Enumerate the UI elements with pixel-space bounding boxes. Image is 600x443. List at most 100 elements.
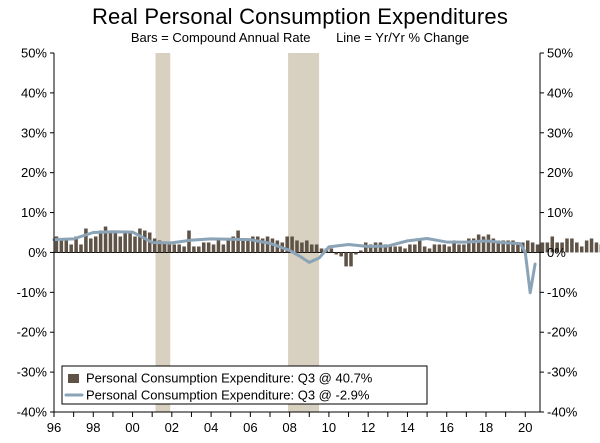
bar-77 <box>432 244 437 253</box>
xtick-label-0: 96 <box>47 420 61 435</box>
bar-51 <box>305 240 309 253</box>
bar-81 <box>452 240 456 253</box>
ytick-label-left-9: -40% <box>17 405 48 420</box>
bar-16 <box>133 236 137 253</box>
bar-67 <box>383 244 388 253</box>
bar-101 <box>550 236 555 253</box>
bar-12 <box>113 232 118 253</box>
xtick-label-1: 98 <box>86 420 100 435</box>
bar-61 <box>354 252 358 255</box>
xtick-label-10: 16 <box>439 420 453 435</box>
axes: 50% 50% 40% 40% 30% 30% 20% 20% 10% 10% 0% 0% -10% -1… <box>17 46 578 436</box>
bar-3 <box>69 244 73 253</box>
bar-1 <box>59 240 64 253</box>
bar-56 <box>329 248 334 253</box>
xtick-label-11: 18 <box>479 420 493 435</box>
recession-shading <box>155 53 320 412</box>
bar-47 <box>285 236 289 253</box>
ytick-label-right-7: -20% <box>547 325 578 340</box>
bar-18 <box>143 230 147 253</box>
bar-40 <box>251 236 255 253</box>
bar-7 <box>89 238 93 253</box>
ytick-label-right-6: -10% <box>547 285 578 300</box>
bar-89 <box>491 238 496 253</box>
bar-72 <box>408 244 412 253</box>
bar-102 <box>555 242 559 253</box>
bar-104 <box>565 238 569 253</box>
bar-35 <box>226 240 231 253</box>
ytick-label-right-3: 20% <box>547 165 573 180</box>
bar-22 <box>162 242 167 253</box>
bar-103 <box>560 242 564 253</box>
ytick-label-right-4: 10% <box>547 205 573 220</box>
ytick-label-left-0: 50% <box>21 46 47 61</box>
bar-2 <box>64 238 69 253</box>
bar-99 <box>540 242 545 253</box>
bar-15 <box>128 232 132 253</box>
bar-37 <box>236 230 240 253</box>
bar-20 <box>152 238 157 253</box>
legend-bar-label: Personal Consumption Expenditure: Q3 @ 4… <box>86 371 373 386</box>
bar-108 <box>584 240 589 253</box>
ytick-label-left-3: 20% <box>21 165 47 180</box>
bar-29 <box>197 246 201 253</box>
bar-52 <box>309 244 314 253</box>
bar-49 <box>295 240 299 253</box>
bar-10 <box>103 226 108 253</box>
legend-box <box>61 365 428 405</box>
ytick-label-right-5: 0% <box>547 245 566 260</box>
ytick-label-right-1: 40% <box>547 85 573 100</box>
bar-57 <box>334 252 339 255</box>
bar-38 <box>241 238 245 253</box>
bar-97 <box>530 242 535 253</box>
bar-60 <box>349 252 353 267</box>
bar-50 <box>300 242 304 253</box>
bar-75 <box>422 246 427 253</box>
bar-11 <box>108 232 113 253</box>
bar-series <box>54 226 600 267</box>
yoy-line <box>52 230 537 295</box>
bar-62 <box>359 250 363 253</box>
bar-30 <box>201 242 206 253</box>
bar-80 <box>447 246 451 253</box>
bar-43 <box>265 236 270 253</box>
chart-title: Real Personal Consumption Expenditures <box>91 4 509 29</box>
ytick-label-right-0: 50% <box>547 46 573 61</box>
bar-36 <box>231 236 235 253</box>
legend-bar-swatch <box>68 374 79 383</box>
bar-17 <box>138 228 142 253</box>
ytick-label-left-2: 30% <box>21 125 47 140</box>
bar-94 <box>516 242 520 253</box>
xtick-label-5: 06 <box>243 420 257 435</box>
bar-76 <box>427 248 432 253</box>
bar-83 <box>462 244 466 253</box>
bar-105 <box>570 238 574 253</box>
bar-54 <box>319 248 324 253</box>
bar-73 <box>413 244 417 253</box>
ytick-label-left-7: -20% <box>17 325 48 340</box>
bar-21 <box>157 240 162 253</box>
bar-88 <box>486 234 491 253</box>
ytick-label-left-8: -30% <box>17 365 48 380</box>
xtick-label-2: 00 <box>125 420 139 435</box>
bar-96 <box>525 240 530 253</box>
bar-24 <box>172 244 177 253</box>
bar-28 <box>192 246 196 253</box>
bar-26 <box>182 246 186 253</box>
xtick-label-6: 08 <box>282 420 296 435</box>
bar-68 <box>388 244 393 253</box>
xtick-label-12: 20 <box>518 420 532 435</box>
ytick-label-left-6: -10% <box>17 285 48 300</box>
xtick-label-4: 04 <box>204 420 218 435</box>
ytick-label-right-9: -40% <box>547 405 578 420</box>
bar-74 <box>417 240 422 253</box>
bar-78 <box>437 244 442 253</box>
bar-91 <box>501 240 505 253</box>
subtitle-bars-note: Bars = Compound Annual Rate <box>130 30 311 45</box>
bar-31 <box>206 242 211 253</box>
ytick-label-right-8: -30% <box>547 365 578 380</box>
recession-band-2 <box>288 53 320 412</box>
bar-9 <box>98 230 103 253</box>
bar-71 <box>403 248 407 253</box>
